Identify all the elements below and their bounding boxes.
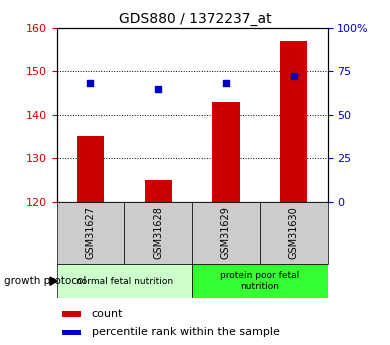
- Point: [87, 81, 94, 86]
- FancyBboxPatch shape: [57, 202, 124, 264]
- Text: normal fetal nutrition: normal fetal nutrition: [76, 277, 173, 286]
- Point: [291, 73, 297, 79]
- Bar: [213, 102, 239, 202]
- Bar: [280, 41, 307, 202]
- Text: GSM31628: GSM31628: [153, 206, 163, 259]
- Text: growth protocol: growth protocol: [4, 276, 86, 286]
- FancyBboxPatch shape: [192, 202, 260, 264]
- Text: percentile rank within the sample: percentile rank within the sample: [92, 327, 280, 337]
- Bar: [77, 137, 104, 202]
- Text: GSM31630: GSM31630: [289, 207, 299, 259]
- Bar: [62, 311, 81, 317]
- Bar: [62, 330, 81, 335]
- FancyBboxPatch shape: [192, 264, 328, 298]
- Text: GDS880 / 1372237_at: GDS880 / 1372237_at: [119, 12, 271, 26]
- Bar: [145, 180, 172, 202]
- Point: [223, 81, 229, 86]
- Text: protein poor fetal
nutrition: protein poor fetal nutrition: [220, 272, 300, 291]
- Text: count: count: [92, 309, 123, 319]
- Text: GSM31627: GSM31627: [85, 206, 96, 259]
- Text: GSM31629: GSM31629: [221, 206, 231, 259]
- Point: [155, 86, 161, 91]
- FancyBboxPatch shape: [260, 202, 328, 264]
- FancyBboxPatch shape: [124, 202, 192, 264]
- FancyBboxPatch shape: [57, 264, 192, 298]
